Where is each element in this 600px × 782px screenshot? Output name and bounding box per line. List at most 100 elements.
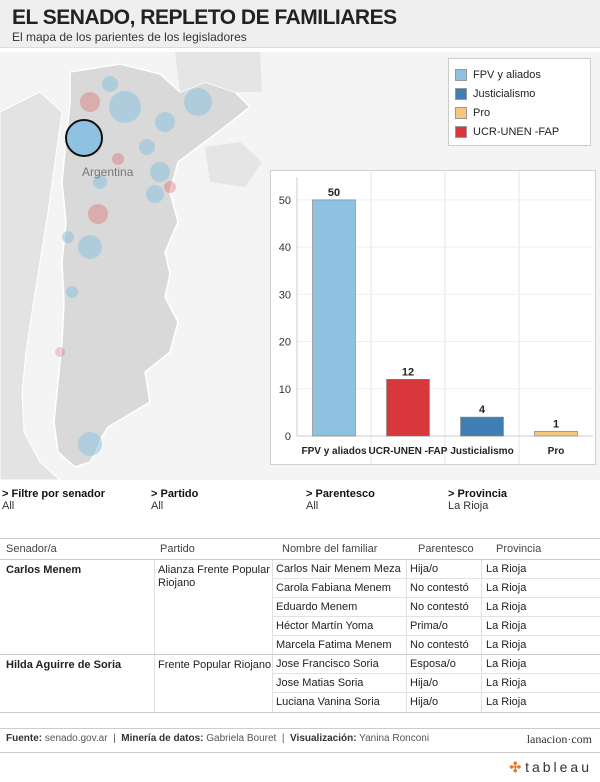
provincia: La Rioja: [486, 639, 527, 651]
party-name: Frente Popular Riojano: [158, 659, 272, 671]
parentesco: Hija/o: [410, 677, 439, 689]
map-bubble: [78, 235, 102, 259]
y-tick-label: 30: [279, 289, 291, 301]
table-header: Senador/a Partido Nombre del familiar Pa…: [0, 538, 600, 560]
data-label: 50: [328, 187, 340, 199]
filter-value[interactable]: All: [2, 500, 15, 512]
legend-item[interactable]: Justicialismo: [455, 84, 584, 103]
tableau-logo[interactable]: ✣ tableau: [509, 759, 592, 776]
data-label: 1: [553, 418, 559, 430]
data-label: 12: [402, 366, 414, 378]
tableau-icon: ✣: [509, 759, 522, 775]
legend-swatch: [455, 68, 467, 81]
header: EL SENADO, REPLETO DE FAMILIARES El mapa…: [0, 0, 600, 48]
map-bubble: [164, 181, 176, 193]
filter-value[interactable]: All: [306, 500, 319, 512]
data-table: Senador/a Partido Nombre del familiar Pa…: [0, 538, 600, 720]
familiar-name: Jose Matias Soria: [276, 677, 364, 689]
column-header[interactable]: Senador/a: [6, 543, 57, 555]
filter-label: > Parentesco: [306, 488, 375, 500]
x-tick-label: Justicialismo: [450, 446, 513, 457]
legend: FPV y aliados Justicialismo Pro UCR-UNEN…: [448, 58, 591, 146]
country-label: Argentina: [82, 165, 134, 179]
familiar-name: Luciana Vanina Soria: [276, 696, 380, 708]
table-row[interactable]: Héctor Martín Yoma Prima/o La Rioja: [0, 617, 600, 636]
legend-swatch: [455, 87, 467, 100]
data-mining-label: Minería de datos:: [121, 733, 204, 744]
source-value: senado.gov.ar: [44, 733, 108, 744]
filter-senador[interactable]: > Filtre por senador All: [2, 488, 105, 512]
familiar-name: Jose Francisco Soria: [276, 658, 379, 670]
map-bubble: [88, 204, 108, 224]
map-bubble: [78, 432, 102, 456]
filters-bar: > Filtre por senador All > Partido All >…: [0, 488, 600, 528]
table-row[interactable]: Marcela Fatima Menem No contestó La Rioj…: [0, 636, 600, 655]
legend-swatch: [455, 106, 467, 119]
legend-label: Justicialismo: [473, 87, 536, 100]
legend-label: UCR-UNEN -FAP: [473, 125, 560, 138]
provincia: La Rioja: [486, 582, 527, 594]
map-bubble: [184, 88, 212, 116]
table-row[interactable]: Eduardo Menem No contestó La Rioja: [0, 598, 600, 617]
argentina-land: [53, 63, 252, 468]
chile-land: [0, 91, 63, 480]
visualization-value: Yanina Ronconi: [359, 733, 430, 744]
table-row[interactable]: Carlos Nair Menem Meza Hija/o La Rioja: [0, 560, 600, 579]
filter-value[interactable]: La Rioja: [448, 500, 489, 512]
senator-name: Hilda Aguirre de Soria: [6, 659, 122, 671]
party-name: Alianza Frente Popular Riojano: [158, 564, 270, 589]
parentesco: Hija/o: [410, 563, 439, 575]
tableau-bar: ✣ tableau: [0, 752, 600, 782]
bar-chart: 0 10 20 30 40 50 50 FPV y aliados 12 UCR-UNEN -FA…: [270, 170, 596, 465]
familiar-name: Eduardo Menem: [276, 601, 358, 613]
map-svg[interactable]: Argentina: [0, 52, 600, 480]
bar: [312, 199, 356, 437]
provincia: La Rioja: [486, 563, 527, 575]
provincia: La Rioja: [486, 601, 527, 613]
legend-item[interactable]: UCR-UNEN -FAP: [455, 122, 584, 141]
x-tick-label: Pro: [548, 446, 565, 457]
familiar-name: Carola Fabiana Menem: [276, 582, 391, 594]
filter-value[interactable]: All: [151, 500, 164, 512]
tableau-wordmark: tableau: [525, 759, 592, 775]
y-tick-label: 40: [279, 242, 291, 254]
bar: [460, 416, 504, 437]
selected-province-bubble[interactable]: [65, 119, 103, 157]
familiar-name: Carlos Nair Menem Meza: [276, 563, 401, 575]
column-header[interactable]: Nombre del familiar: [282, 543, 378, 555]
y-tick-label: 20: [279, 337, 291, 349]
column-header[interactable]: Partido: [160, 543, 195, 555]
table-row[interactable]: Jose Francisco Soria Esposa/o La Rioja: [0, 655, 600, 674]
map-bubble: [66, 286, 78, 298]
map-bubble: [150, 162, 170, 182]
filter-partido[interactable]: > Partido All: [151, 488, 198, 512]
table-row[interactable]: Jose Matias Soria Hija/o La Rioja: [0, 674, 600, 693]
provincia: La Rioja: [486, 620, 527, 632]
column-header[interactable]: Parentesco: [418, 543, 474, 555]
filter-provincia[interactable]: > Provincia La Rioja: [448, 488, 507, 512]
footer: Fuente: senado.gov.ar | Minería de datos…: [0, 728, 600, 752]
map-bubble: [80, 92, 100, 112]
legend-label: FPV y aliados: [473, 68, 541, 81]
lanacion-logo[interactable]: lanacion·com: [526, 732, 592, 746]
parentesco: No contestó: [410, 582, 469, 594]
map-bubble: [155, 112, 175, 132]
table-row[interactable]: Luciana Vanina Soria Hija/o La Rioja: [0, 693, 600, 712]
map-bubble: [102, 76, 118, 92]
map-bubble: [146, 185, 164, 203]
map-bubble: [62, 231, 74, 243]
legend-item[interactable]: Pro: [455, 103, 584, 122]
parentesco: Prima/o: [410, 620, 448, 632]
bar-chart-svg: 0 10 20 30 40 50 50 FPV y aliados 12 UCR-UNEN -FA…: [279, 171, 593, 464]
map-bubble: [93, 175, 107, 189]
familiar-name: Héctor Martín Yoma: [276, 620, 374, 632]
column-header[interactable]: Provincia: [496, 543, 542, 555]
page-subtitle: El mapa de los parientes de los legislad…: [12, 30, 247, 44]
x-tick-label: UCR-UNEN -FAP: [369, 446, 448, 457]
provincia: La Rioja: [486, 677, 527, 689]
legend-label: Pro: [473, 106, 491, 119]
parentesco: No contestó: [410, 639, 469, 651]
legend-item[interactable]: FPV y aliados: [455, 65, 584, 84]
filter-parentesco[interactable]: > Parentesco All: [306, 488, 375, 512]
table-row[interactable]: Carola Fabiana Menem No contestó La Rioj…: [0, 579, 600, 598]
